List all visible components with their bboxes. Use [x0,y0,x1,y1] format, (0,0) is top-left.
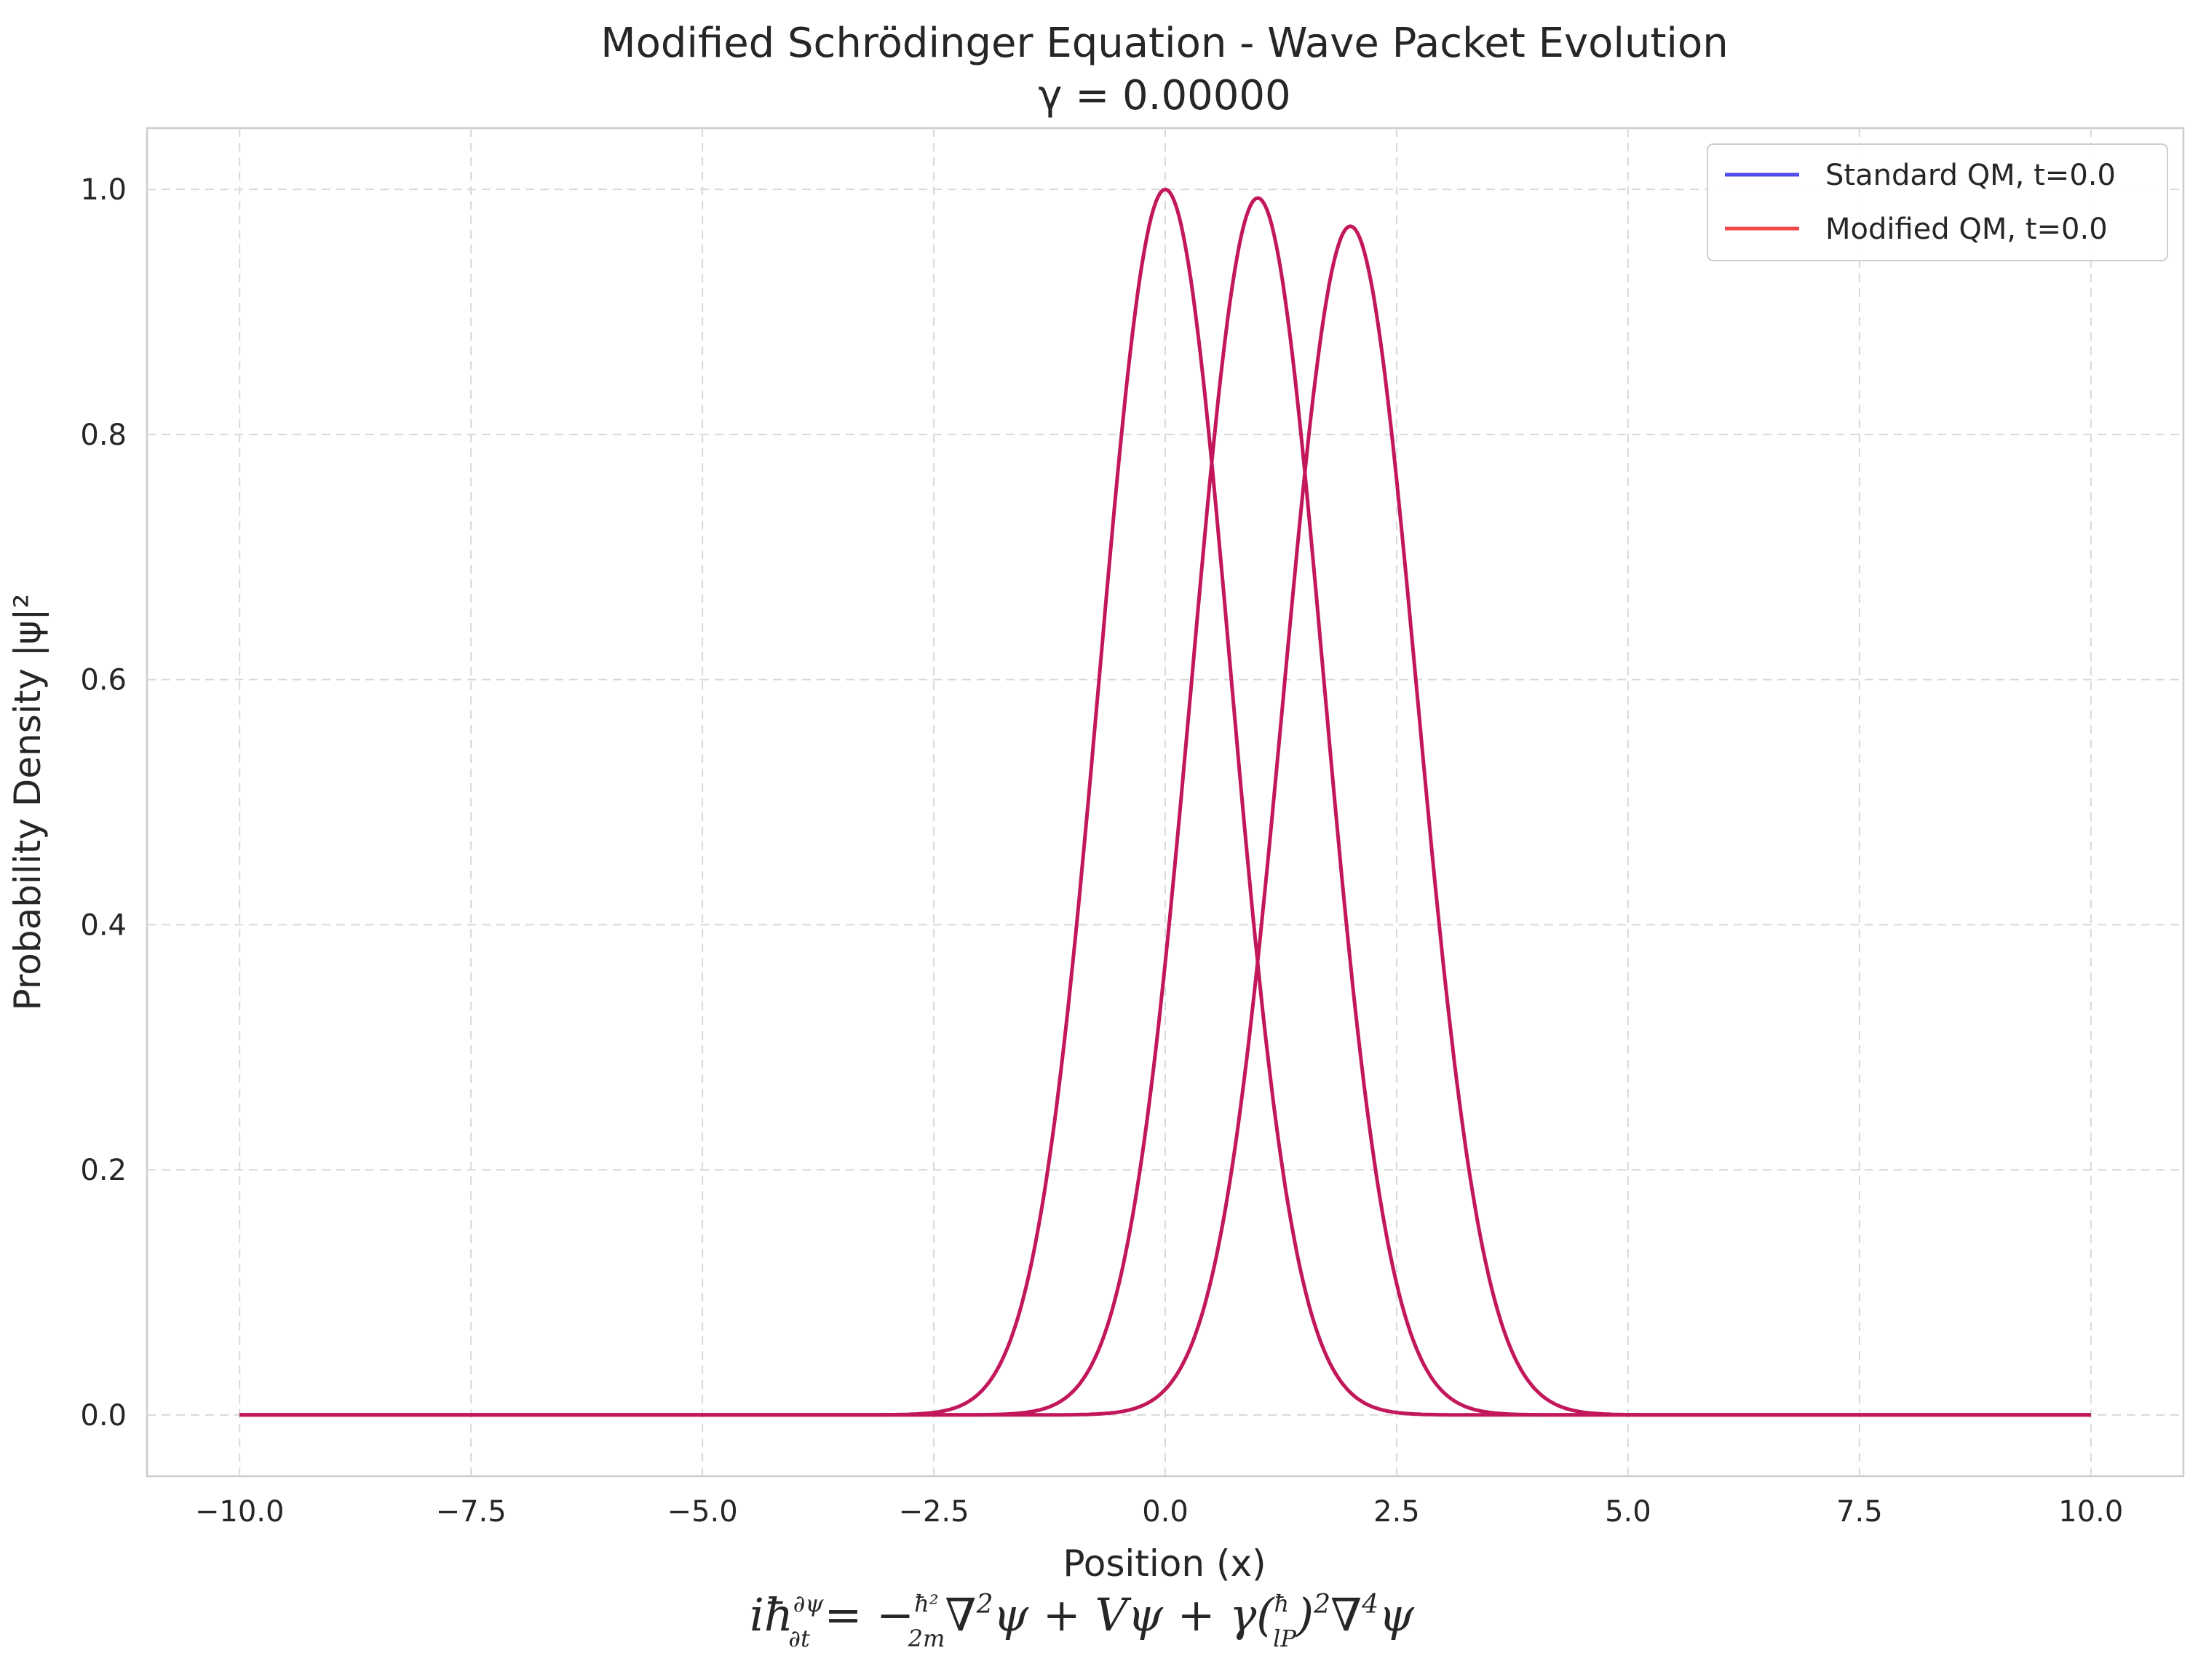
x-tick-label: 10.0 [2058,1495,2123,1529]
wave-packet-curve-2 [239,224,2091,1417]
y-tick-label: 0.4 [80,908,127,942]
x-tick-label: 0.0 [1142,1495,1189,1529]
x-axis-label: Position (x) [1063,1542,1266,1585]
legend: Standard QM, t=0.0 Modified QM, t=0.0 [1707,143,2168,261]
ticks: −10.0 −7.5 −5.0 −2.5 0.0 2.5 5.0 7.5 10.0 0.0 0.2 0… [80,173,2123,1529]
x-tick-label: −2.5 [898,1495,969,1529]
legend-label-standard: Standard QM, t=0.0 [1825,159,2116,192]
curves [239,187,2091,1417]
x-tick-label: −7.5 [436,1495,507,1529]
chart-title: Modified Schrödinger Equation - Wave Pac… [600,20,1729,67]
y-tick-label: 0.2 [80,1154,127,1187]
x-tick-label: −10.0 [195,1495,285,1529]
x-tick-label: −5.0 [667,1495,738,1529]
x-tick-label: 2.5 [1373,1495,1420,1529]
x-tick-label: 5.0 [1605,1495,1651,1529]
y-tick-label: 0.6 [80,664,127,697]
y-axis-label: Probability Density |ψ|² [7,594,49,1011]
x-tick-label: 7.5 [1836,1495,1883,1529]
equation: iħ∂ψ ∂t = −ħ² 2m∇2ψ + Vψ + γ(ħ lP)2∇4ψ [750,1588,1415,1652]
y-tick-label: 0.0 [80,1399,127,1433]
legend-label-modified: Modified QM, t=0.0 [1825,213,2108,246]
y-tick-label: 0.8 [80,419,127,452]
legend-box [1707,143,2168,261]
y-tick-label: 1.0 [80,173,127,207]
chart-subtitle: γ = 0.00000 [1038,72,1290,119]
equation-text: iħ∂ψ ∂t = −ħ² 2m∇2ψ + Vψ + γ(ħ lP)2∇4ψ [750,1588,1415,1652]
